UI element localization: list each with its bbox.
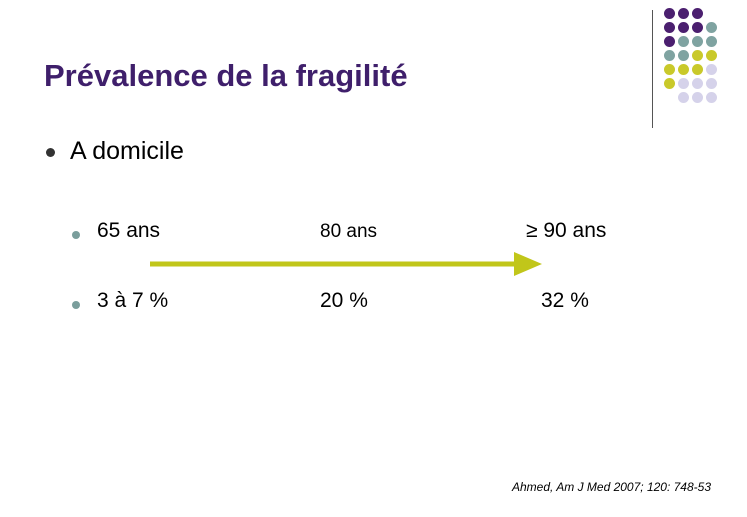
decorative-dot	[706, 50, 717, 61]
bullet-icon	[46, 148, 55, 157]
decorative-dot	[692, 8, 703, 19]
decorative-dot	[678, 36, 689, 47]
decorative-dot	[692, 92, 703, 103]
decorative-dot	[706, 64, 717, 75]
slide-title: Prévalence de la fragilité	[44, 58, 408, 93]
decorative-dot	[692, 78, 703, 89]
divider-line	[652, 10, 653, 128]
age-90-plus: ≥ 90 ans	[526, 219, 607, 242]
decorative-dot	[706, 78, 717, 89]
decorative-dot	[706, 36, 717, 47]
decorative-dot	[664, 78, 675, 89]
prevalence-90-plus: 32 %	[541, 289, 589, 312]
decorative-dot	[678, 22, 689, 33]
decorative-dot	[692, 50, 703, 61]
age-80: 80 ans	[320, 221, 378, 242]
decorative-dot	[678, 92, 689, 103]
decorative-dot	[678, 64, 689, 75]
bullet-text-domicile: A domicile	[70, 137, 184, 165]
citation: Ahmed, Am J Med 2007; 120: 748-53	[511, 480, 711, 494]
prevalence-65: 3 à 7 %	[97, 289, 169, 312]
decorative-dot	[664, 50, 675, 61]
sub-bullet-icon	[72, 231, 80, 239]
decorative-dot	[678, 50, 689, 61]
decorative-dot	[692, 36, 703, 47]
arrow-right-icon	[150, 252, 542, 276]
decorative-dot	[692, 64, 703, 75]
decorative-dot	[692, 22, 703, 33]
decorative-dot	[664, 36, 675, 47]
decorative-dot	[664, 8, 675, 19]
decorative-dot	[664, 22, 675, 33]
decorative-dot	[678, 8, 689, 19]
age-65: 65 ans	[97, 219, 161, 242]
decorative-dot	[706, 22, 717, 33]
prevalence-80: 20 %	[320, 289, 368, 312]
sub-bullet-icon	[72, 301, 80, 309]
decorative-dot	[664, 64, 675, 75]
decorative-dot	[706, 92, 717, 103]
dot-grid-decoration	[664, 8, 747, 118]
decorative-dot	[678, 78, 689, 89]
